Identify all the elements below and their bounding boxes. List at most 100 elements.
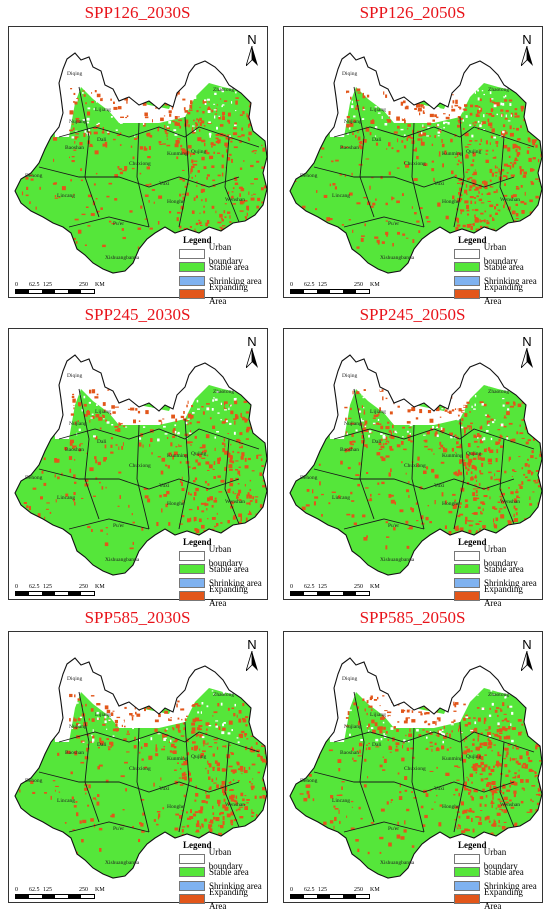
expanding-patch <box>313 798 315 801</box>
unsuitable-patch <box>460 709 462 711</box>
expanding-patch <box>522 438 525 439</box>
expanding-patch <box>515 508 518 511</box>
expanding-patch <box>543 490 544 492</box>
expanding-patch <box>218 175 221 177</box>
expanding-patch <box>193 161 197 162</box>
scale-tick: 125 <box>318 887 327 894</box>
unsuitable-patch <box>383 733 384 735</box>
expanding-patch <box>389 111 391 115</box>
expanding-patch <box>406 473 407 475</box>
expanding-patch <box>223 114 224 116</box>
expanding-patch <box>190 518 192 522</box>
expanding-patch <box>261 113 262 115</box>
expanding-patch <box>142 759 144 761</box>
expanding-patch <box>529 824 533 826</box>
expanding-patch <box>491 136 493 139</box>
expanding-patch <box>161 749 165 751</box>
unsuitable-patch <box>125 395 127 398</box>
expanding-patch <box>188 492 189 495</box>
expanding-patch <box>520 779 524 783</box>
expanding-patch <box>486 150 489 152</box>
expanding-patch <box>89 420 90 423</box>
expanding-patch <box>257 402 259 405</box>
unsuitable-patch <box>506 115 507 118</box>
expanding-patch <box>158 196 162 199</box>
expanding-patch <box>361 744 363 745</box>
expanding-patch <box>201 406 204 408</box>
expanding-patch <box>429 389 432 392</box>
expanding-patch <box>201 824 203 826</box>
expanding-patch <box>94 132 98 135</box>
expanding-patch <box>74 694 75 697</box>
expanding-patch <box>489 496 490 499</box>
unsuitable-patch <box>195 91 197 93</box>
expanding-patch <box>150 438 153 442</box>
expanding-patch <box>229 483 233 486</box>
expanding-patch <box>78 402 81 406</box>
expanding-patch <box>218 833 222 835</box>
expanding-patch <box>366 748 367 751</box>
expanding-patch <box>159 144 162 145</box>
unsuitable-patch <box>72 136 75 138</box>
place-label: Diqing <box>342 373 358 379</box>
expanding-patch <box>139 442 142 446</box>
unsuitable-patch <box>225 687 226 690</box>
expanding-patch <box>428 410 431 413</box>
unsuitable-patch <box>155 691 157 693</box>
unsuitable-patch <box>457 419 460 420</box>
expanding-patch <box>542 805 543 808</box>
expanding-patch <box>529 496 530 500</box>
unsuitable-patch <box>485 415 487 416</box>
place-label: Chuxiong <box>404 463 426 469</box>
expanding-patch <box>515 113 518 116</box>
expanding-patch <box>429 695 432 699</box>
expanding-patch <box>199 222 202 225</box>
expanding-patch <box>260 221 262 224</box>
unsuitable-patch <box>174 424 176 426</box>
unsuitable-patch <box>494 665 496 668</box>
scale-tick: 62.5 <box>29 584 40 591</box>
expanding-patch <box>174 746 177 748</box>
unsuitable-patch <box>492 421 494 423</box>
unsuitable-patch <box>221 703 223 706</box>
place-label: Diqing <box>67 71 83 77</box>
expanding-patch <box>177 217 179 221</box>
expanding-patch <box>463 718 466 721</box>
expanding-patch <box>80 762 84 764</box>
expanding-patch <box>503 175 506 177</box>
expanding-patch <box>349 219 351 220</box>
expanding-patch <box>188 752 189 754</box>
expanding-patch <box>507 225 508 227</box>
expanding-patch <box>180 768 181 770</box>
expanding-patch <box>488 123 492 127</box>
unsuitable-patch <box>503 405 505 407</box>
expanding-patch <box>195 122 197 124</box>
unsuitable-patch <box>382 699 384 701</box>
expanding-patch <box>516 149 518 152</box>
expanding-patch <box>470 226 473 230</box>
unsuitable-patch <box>91 96 94 97</box>
expanding-patch <box>248 513 252 515</box>
expanding-patch <box>310 846 313 848</box>
expanding-patch <box>478 191 480 194</box>
expanding-patch <box>397 126 400 129</box>
expanding-patch <box>394 131 398 133</box>
expanding-patch <box>332 183 335 186</box>
unsuitable-patch <box>462 110 463 113</box>
expanding-patch <box>351 500 354 502</box>
expanding-patch <box>191 415 194 419</box>
expanding-patch <box>248 137 249 138</box>
expanding-patch <box>132 168 135 169</box>
unsuitable-patch <box>215 437 217 439</box>
expanding-patch <box>475 209 478 211</box>
unsuitable-patch <box>417 399 420 401</box>
expanding-patch <box>235 460 238 461</box>
unsuitable-patch <box>110 684 111 686</box>
expanding-patch <box>514 160 518 161</box>
expanding-patch <box>474 189 477 191</box>
expanding-patch <box>240 793 243 797</box>
unsuitable-patch <box>189 88 191 90</box>
expanding-patch <box>103 460 106 462</box>
expanding-patch <box>75 133 79 134</box>
expanding-patch <box>19 789 20 792</box>
